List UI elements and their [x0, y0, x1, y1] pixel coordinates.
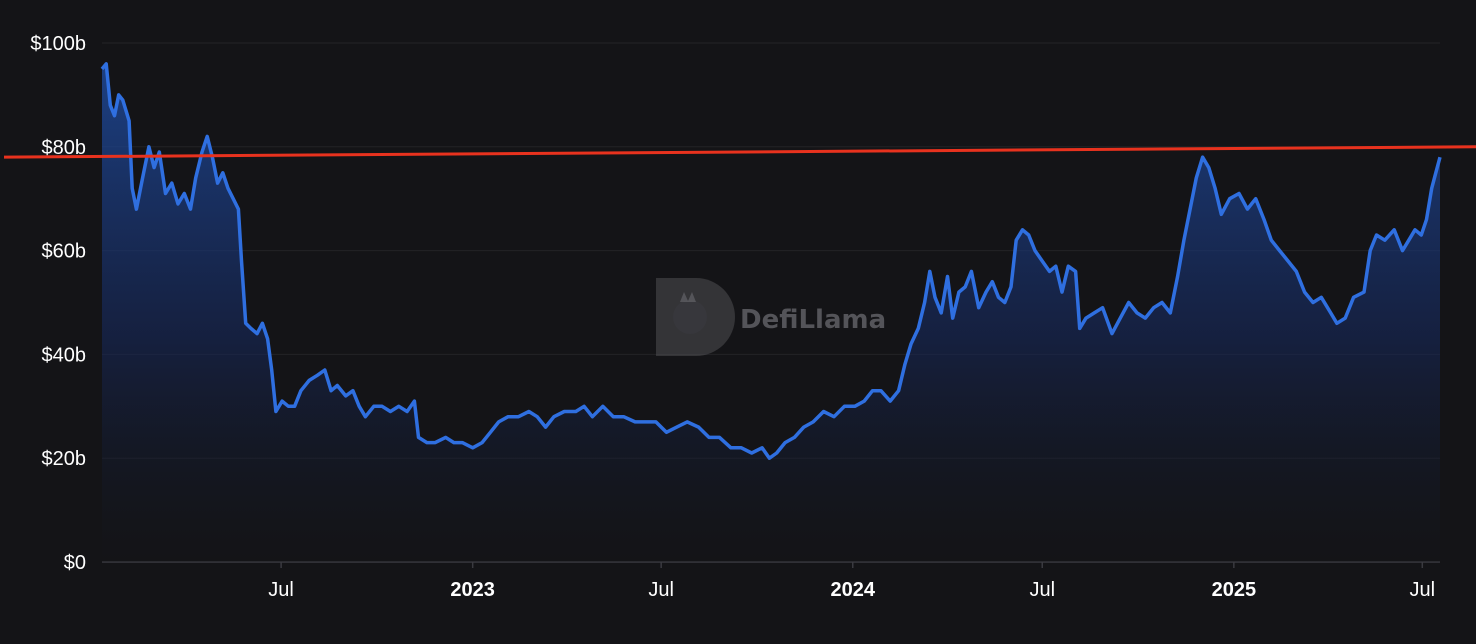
x-tick-label: Jul	[1410, 579, 1436, 601]
reference-line	[3, 145, 1476, 159]
y-tick-label: $60b	[42, 241, 87, 263]
x-tick-label: Jul	[648, 579, 674, 601]
series-area	[102, 63, 1440, 563]
watermark-text: DefiLlama	[740, 305, 886, 335]
y-tick-label: $40b	[42, 344, 87, 366]
x-tick-label: 2025	[1212, 579, 1257, 601]
watermark: DefiLlama	[656, 278, 886, 356]
llama-logo-icon	[656, 278, 735, 356]
x-tick-label: 2023	[450, 579, 495, 601]
x-tick-label: 2024	[830, 579, 875, 601]
y-tick-label: $100b	[30, 33, 86, 55]
y-tick-label: $80b	[42, 137, 87, 159]
x-tick-label: Jul	[268, 579, 294, 601]
y-axis: $0 $20b $40b $60b $80b $100b	[30, 33, 86, 574]
y-tick-label: $20b	[42, 448, 87, 470]
x-tick-label: Jul	[1029, 579, 1055, 601]
y-tick-label: $0	[64, 552, 86, 574]
series-line	[100, 62, 1442, 460]
